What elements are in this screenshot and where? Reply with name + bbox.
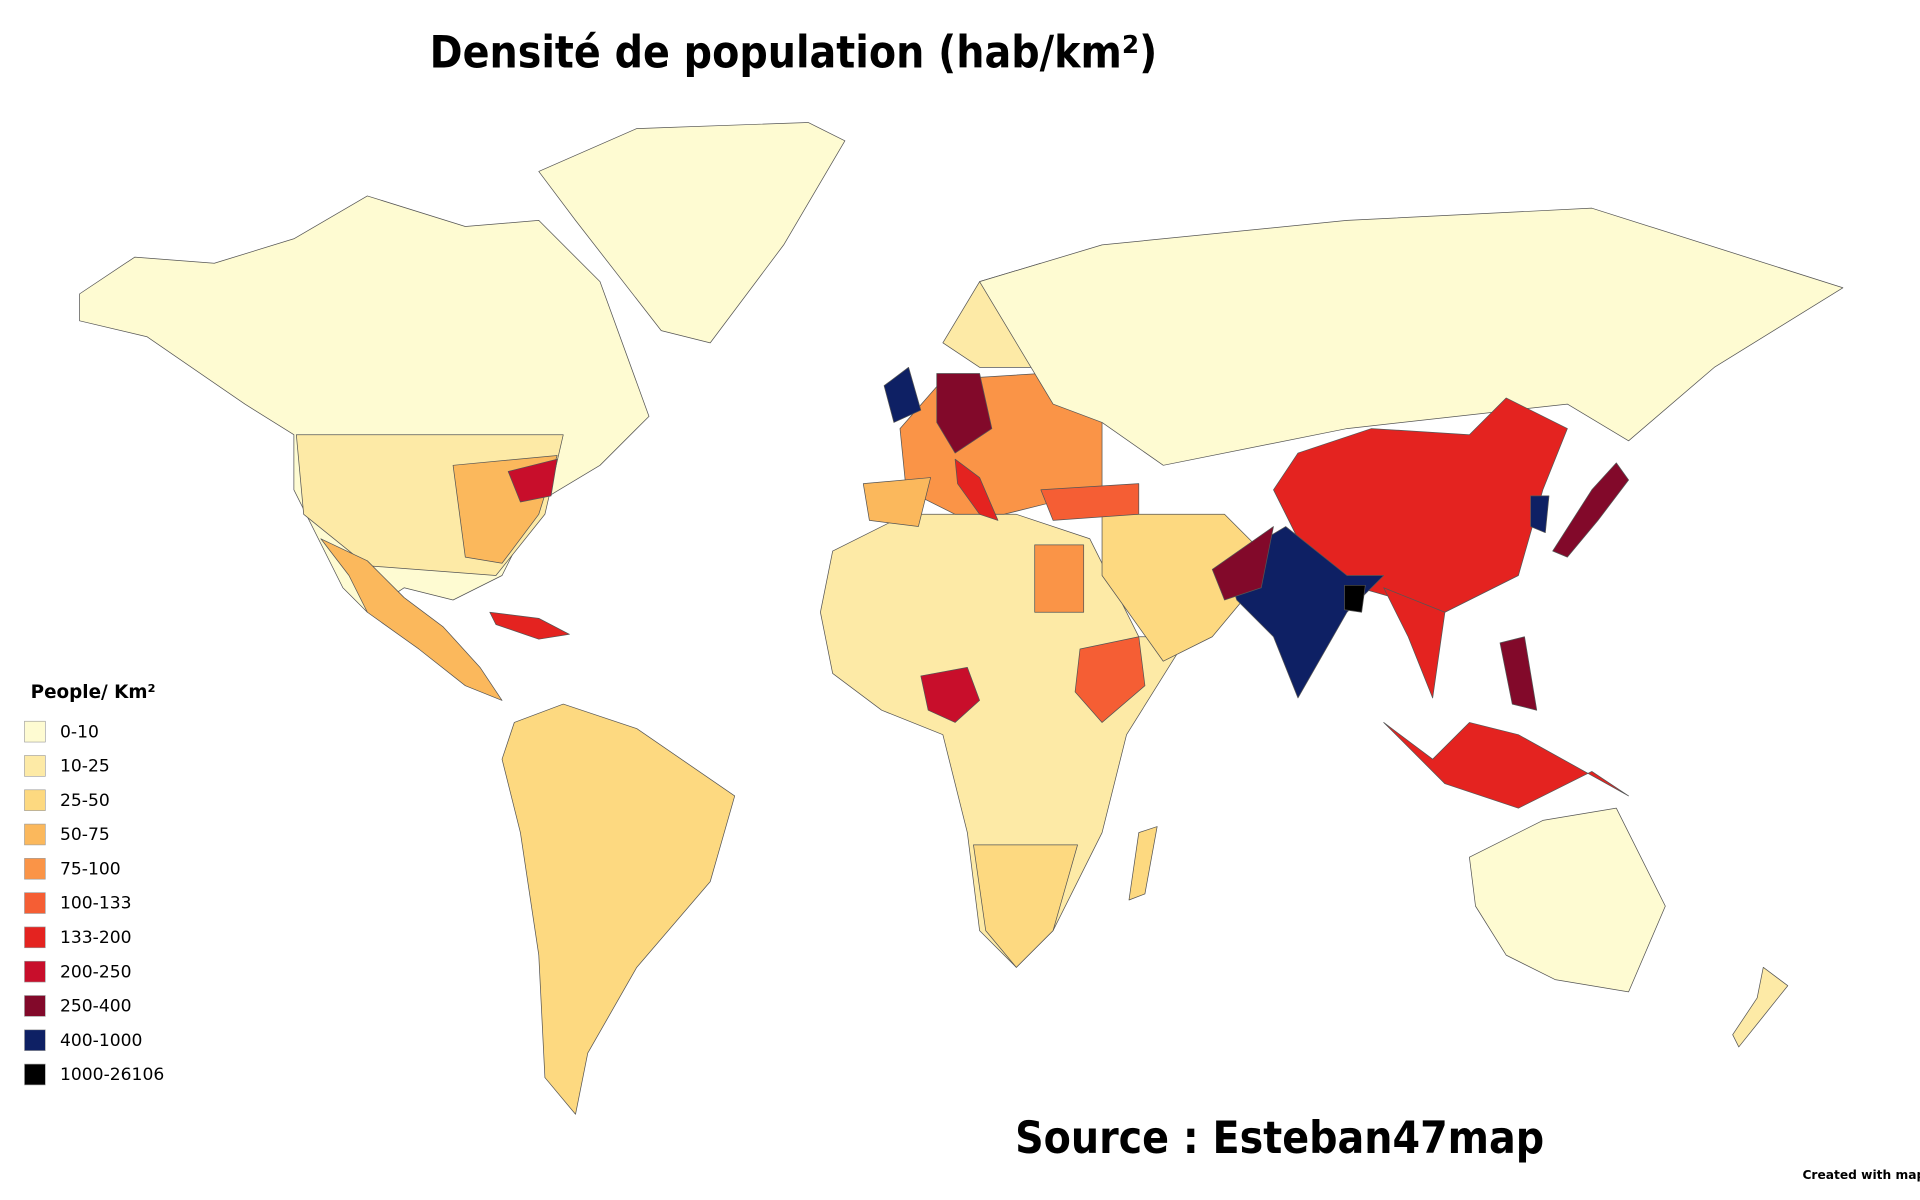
legend-swatch <box>24 960 46 983</box>
map-layer: Densité de population (hab/km²) <box>24 27 1920 1182</box>
legend-label: 10-25 <box>60 757 110 777</box>
caribbean <box>489 611 570 640</box>
pakistan <box>1211 526 1274 601</box>
asia <box>979 207 1844 466</box>
china <box>1273 397 1568 613</box>
legend-label: 100-133 <box>60 894 132 914</box>
us-northeast <box>507 458 558 503</box>
south-america <box>501 703 736 1115</box>
australia <box>1469 807 1666 993</box>
ethiopia <box>1074 636 1146 723</box>
turkey <box>1040 483 1140 521</box>
legend-swatch <box>24 823 46 846</box>
germany-benelux <box>936 373 993 454</box>
legend-swatch <box>24 1029 46 1051</box>
philippines <box>1499 636 1538 711</box>
legend-swatch <box>24 926 46 949</box>
southern-africa <box>973 844 1078 968</box>
middle-east <box>1101 513 1274 662</box>
legend-swatch <box>24 755 46 777</box>
legend: People/ Km² 0-10 10-25 25-50 50-75 75-100 100… <box>24 682 164 1086</box>
korea <box>1530 495 1550 534</box>
new-zealand <box>1732 966 1789 1048</box>
world-map <box>79 122 1844 1115</box>
egypt <box>1034 544 1085 613</box>
legend-label: 200-250 <box>60 962 132 982</box>
mexico <box>320 538 503 701</box>
italy <box>954 458 999 521</box>
map-title: Densité de population (hab/km²) <box>430 27 1158 78</box>
japan <box>1552 462 1629 558</box>
credit-text: Created with mapcha <box>1802 1168 1920 1182</box>
legend-label: 133-200 <box>60 928 132 948</box>
nigeria <box>920 666 980 723</box>
legend-label: 75-100 <box>60 859 121 879</box>
uk <box>883 366 922 423</box>
legend-label: 50-75 <box>60 825 110 845</box>
legend-swatch <box>24 995 46 1017</box>
legend-label: 250-400 <box>60 997 132 1017</box>
legend-title: People/ Km² <box>31 682 156 703</box>
legend-swatch <box>24 789 46 811</box>
bangladesh <box>1344 584 1366 613</box>
legend-label: 400-1000 <box>60 1031 142 1051</box>
greenland <box>538 122 846 344</box>
legend-label: 25-50 <box>60 791 110 811</box>
iberia <box>862 477 931 527</box>
legend-swatch <box>24 720 46 743</box>
legend-label: 1000-26106 <box>60 1065 164 1085</box>
source-text: Source : Esteban47map <box>1015 1113 1544 1164</box>
legend-swatch <box>24 1063 46 1086</box>
legend-swatch <box>24 892 46 914</box>
legend-swatch <box>24 858 46 880</box>
madagascar <box>1128 826 1158 901</box>
indonesia <box>1383 722 1629 809</box>
southeast-asia <box>1383 587 1446 699</box>
legend-label: 0-10 <box>60 722 99 742</box>
